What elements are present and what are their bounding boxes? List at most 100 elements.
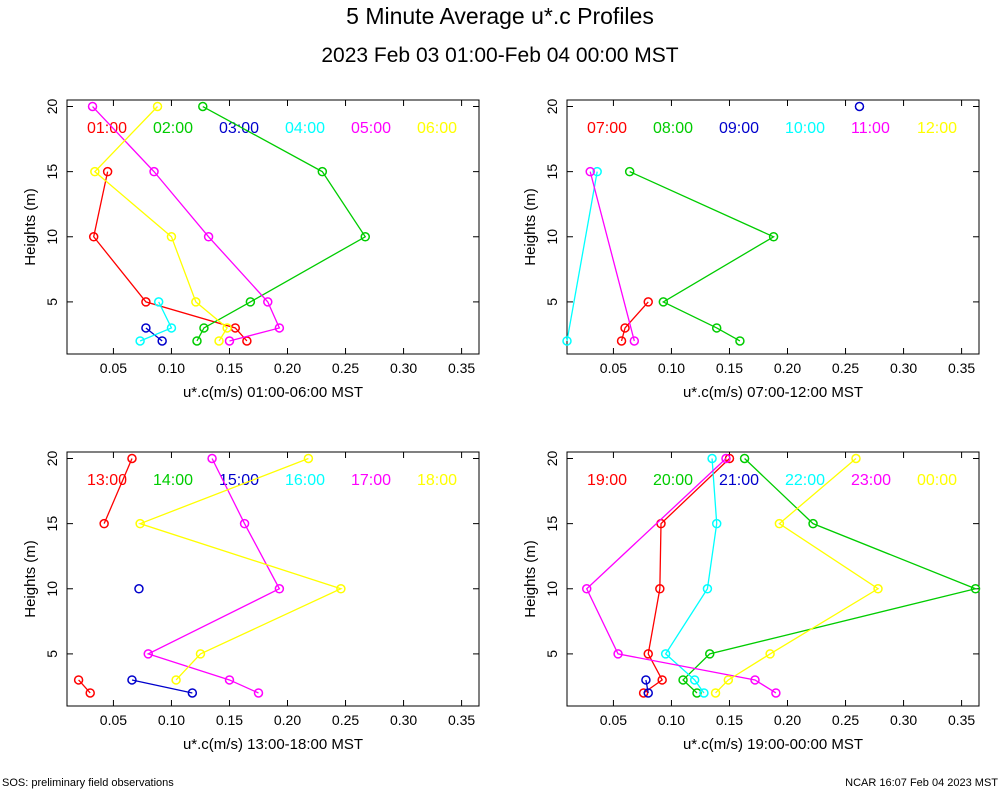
legend-entry: 18:00	[417, 472, 457, 489]
data-point	[199, 323, 209, 333]
data-point	[613, 649, 623, 659]
x-tick-label: 0.05	[100, 712, 127, 728]
chart-subtitle: 2023 Feb 03 01:00-Feb 04 00:00 MST	[321, 44, 679, 67]
x-tick-label: 0.15	[716, 360, 743, 376]
data-point	[85, 688, 95, 698]
data-point	[134, 584, 144, 594]
data-point	[629, 336, 640, 346]
data-point	[143, 649, 153, 659]
data-point	[641, 675, 651, 685]
data-point	[750, 675, 760, 685]
series-line	[146, 458, 281, 694]
legend-entry: 13:00	[87, 472, 127, 489]
data-point	[192, 336, 202, 346]
x-tick-label: 0.05	[600, 360, 627, 376]
footer-right-note: NCAR 16:07 Feb 04 2023 MST	[845, 777, 998, 789]
x-tick-label: 0.05	[600, 712, 627, 728]
series-line	[664, 458, 718, 694]
legend-entry: 09:00	[719, 120, 759, 137]
data-point	[149, 166, 159, 177]
data-point	[710, 688, 721, 698]
series-line	[196, 105, 367, 342]
data-point	[735, 336, 745, 346]
data-point	[127, 675, 137, 685]
series-line	[643, 458, 730, 694]
x-tick-label: 0.30	[390, 360, 417, 376]
legend-entry: 00:00	[917, 472, 957, 489]
data-point	[585, 166, 595, 177]
legend-entry: 21:00	[719, 472, 759, 489]
x-tick-label: 0.15	[216, 712, 243, 728]
data-point	[616, 336, 627, 346]
data-point	[88, 232, 99, 242]
data-point	[970, 584, 981, 594]
x-axis-label: u*.c(m/s) 07:00-12:00 MST	[683, 384, 863, 401]
legend-entry: 20:00	[653, 472, 693, 489]
x-tick-label: 0.25	[832, 712, 859, 728]
series-line	[131, 679, 193, 694]
series-line	[566, 171, 598, 342]
data-point	[102, 166, 113, 177]
data-point	[765, 649, 775, 659]
data-point	[624, 166, 635, 177]
series-line	[92, 171, 248, 342]
y-tick-label: 5	[544, 298, 560, 306]
y-axis-label: Heights (m)	[22, 540, 39, 618]
x-tick-label: 0.35	[948, 360, 975, 376]
x-tick-label: 0.20	[774, 712, 801, 728]
data-point	[73, 675, 84, 685]
series-line	[585, 458, 777, 694]
x-tick-label: 0.30	[890, 360, 917, 376]
legend-entry: 17:00	[351, 472, 391, 489]
data-point	[592, 166, 602, 177]
data-point	[187, 688, 198, 698]
data-point	[153, 297, 164, 307]
data-point	[702, 584, 713, 594]
x-tick-label: 0.20	[774, 360, 801, 376]
data-point	[141, 323, 151, 333]
data-point	[660, 649, 671, 659]
data-point	[581, 584, 592, 594]
data-point	[620, 323, 630, 333]
x-tick-label: 0.05	[100, 360, 127, 376]
data-point	[873, 584, 883, 594]
data-point	[643, 297, 653, 307]
x-tick-label: 0.25	[332, 360, 359, 376]
y-tick-label: 15	[44, 164, 60, 180]
series-line	[715, 458, 880, 694]
data-point	[739, 453, 750, 464]
x-tick-label: 0.25	[832, 360, 859, 376]
legend-entry: 12:00	[917, 120, 957, 137]
x-tick-label: 0.30	[390, 712, 417, 728]
x-tick-label: 0.15	[216, 360, 243, 376]
x-axis-label: u*.c(m/s) 13:00-18:00 MST	[183, 736, 363, 753]
data-point	[191, 297, 201, 307]
data-point	[808, 518, 818, 529]
series-line	[93, 106, 229, 342]
data-point	[157, 336, 167, 346]
x-tick-label: 0.15	[716, 712, 743, 728]
data-point	[203, 232, 214, 242]
data-point	[166, 323, 177, 333]
data-point	[171, 675, 181, 685]
data-point	[99, 518, 109, 529]
data-point	[643, 688, 653, 698]
y-tick-label: 5	[44, 298, 60, 306]
data-point	[774, 518, 785, 529]
y-axis-label: Heights (m)	[22, 188, 39, 266]
series-line	[629, 171, 775, 342]
y-tick-label: 5	[44, 650, 60, 658]
legend-entry: 08:00	[653, 120, 693, 137]
plot-panel-1: 0.05 0.10 0.15 0.20 0.25 0.30 0.35 5 10 15 20 u*.c(…	[22, 99, 480, 401]
y-tick-label: 15	[544, 516, 560, 532]
data-point	[643, 649, 653, 659]
data-point	[207, 453, 217, 464]
plot-frame	[66, 451, 480, 707]
series-line	[139, 301, 173, 342]
plot-panel-3: 0.05 0.10 0.15 0.20 0.25 0.30 0.35 5 10 15 20 u*.c(…	[22, 451, 480, 753]
data-point	[360, 232, 371, 242]
data-point	[317, 166, 328, 177]
x-tick-label: 0.35	[948, 712, 975, 728]
data-point	[222, 323, 232, 333]
data-point	[303, 453, 314, 464]
